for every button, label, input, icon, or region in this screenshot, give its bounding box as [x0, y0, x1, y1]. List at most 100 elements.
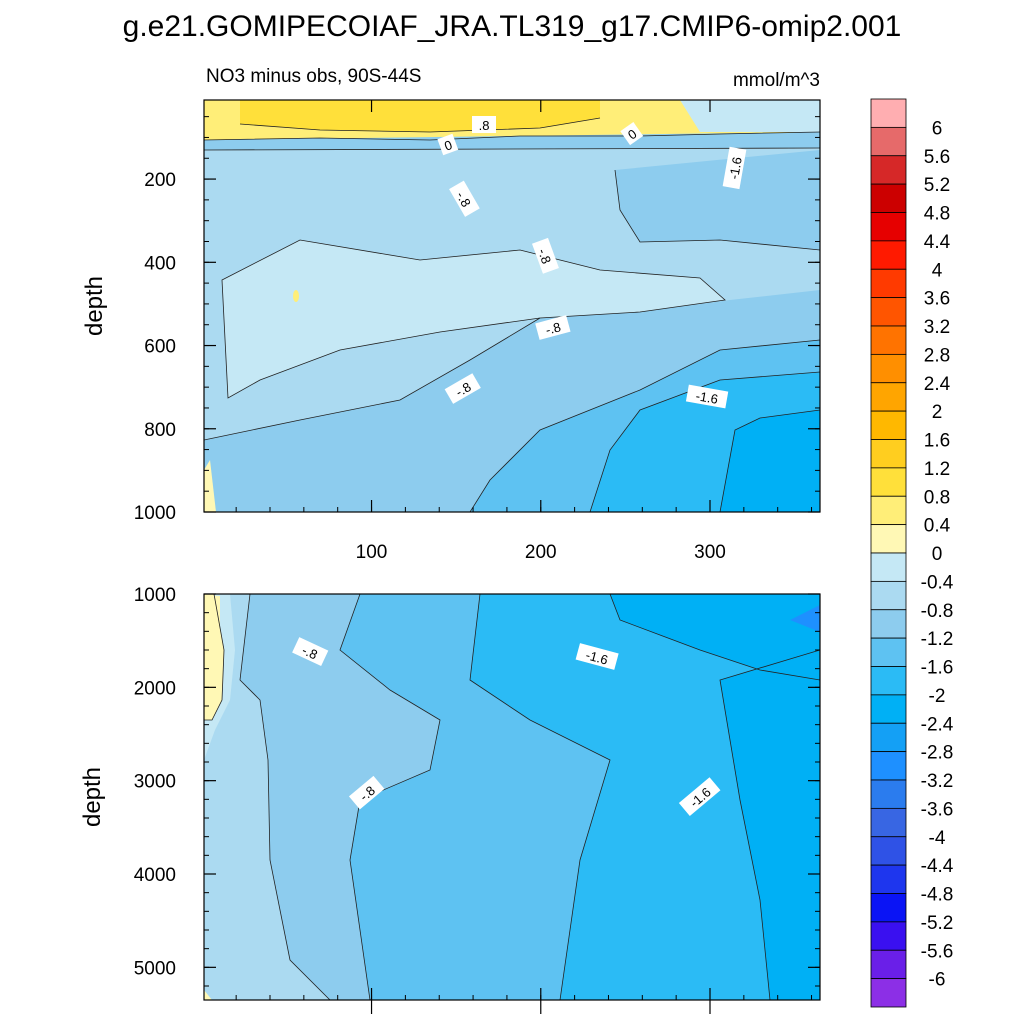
y-tick-label: 2000: [134, 678, 176, 699]
colorbar-swatch: [870, 949, 907, 980]
y-tick-label: 3000: [134, 772, 176, 793]
colorbar-swatch: [870, 268, 907, 299]
colorbar-swatch: [870, 325, 907, 355]
x-tick-label: 200: [525, 542, 557, 563]
y-tick-label: 1000: [134, 503, 176, 524]
lower-y-axis-label: depth: [79, 767, 106, 827]
svg-text:-.8: -.8: [453, 189, 474, 210]
colorbar-label: 5.2: [924, 175, 950, 196]
contour-label: -.8: [535, 315, 571, 340]
colorbar-label: 3.6: [924, 289, 950, 310]
svg-text:0: 0: [442, 137, 454, 154]
contour-label: -.8: [348, 775, 385, 810]
svg-text:-.8: -.8: [300, 642, 320, 662]
colorbar-label: 2: [932, 402, 943, 423]
colorbar-label: 0.8: [924, 487, 950, 508]
y-tick-label: 400: [144, 253, 176, 274]
svg-text:-1.6: -1.6: [695, 388, 720, 407]
colorbar-label: 4: [932, 260, 943, 281]
lower-plot-frame: [203, 593, 821, 1001]
colorbar-swatch: [870, 666, 907, 696]
colorbar-swatch: [870, 467, 907, 497]
colorbar-swatch: [870, 183, 907, 213]
lower-contour-fill: [204, 594, 820, 1000]
colorbar-label: -5.6: [921, 941, 954, 962]
colorbar-swatch: [870, 580, 907, 611]
contour-label: -1.6: [722, 146, 747, 190]
contour-label: -.8: [532, 237, 559, 274]
colorbar-swatch: [870, 155, 907, 185]
upper-y-axis-label: depth: [81, 276, 108, 336]
colorbar-label: -1.6: [921, 658, 954, 679]
colorbar-label: 6: [932, 118, 943, 139]
x-tick-label: 100: [356, 542, 388, 563]
colorbar-swatch: [870, 609, 907, 639]
y-tick-label: 1000: [134, 585, 176, 606]
colorbar-swatch: [870, 779, 907, 809]
colorbar-label: 4.8: [924, 204, 950, 225]
upper-panel: NO3 minus obs, 90S-44S mmol/m^3: [81, 66, 821, 563]
contour-label: -.8: [449, 180, 480, 217]
colorbar-swatch: [870, 921, 907, 951]
contour-label: -1.6: [575, 643, 619, 670]
svg-text:-.8: -.8: [544, 319, 563, 337]
colorbar-label: -0.4: [921, 572, 954, 593]
upper-plot-frame: [203, 99, 821, 513]
svg-text:.8: .8: [479, 118, 490, 133]
colorbar-swatch: [870, 240, 907, 270]
colorbar-swatch: [870, 382, 907, 412]
colorbar-label: 1.6: [924, 431, 950, 452]
contour-label: 0: [437, 133, 459, 156]
colorbar-label: 2.8: [924, 345, 950, 366]
y-tick-label: 4000: [134, 865, 176, 886]
contour-label: -.8: [292, 637, 329, 667]
colorbar-swatch: [870, 439, 907, 469]
colorbar-swatch: [870, 836, 907, 866]
colorbar-label: -4: [929, 828, 946, 849]
colorbar-swatch: [870, 637, 907, 667]
colorbar-label: 0: [932, 544, 943, 565]
x-tick-label: 300: [694, 542, 726, 563]
y-tick-label: 800: [144, 420, 176, 441]
colorbar-swatch: [870, 98, 907, 128]
colorbar-swatch: [870, 751, 907, 781]
colorbar-label: -2.8: [921, 743, 954, 764]
colorbar-label: -6: [929, 970, 946, 991]
contour-label: -1.6: [685, 384, 729, 409]
colorbar-swatch: [870, 495, 907, 526]
colorbar-swatch: [870, 807, 907, 838]
colorbar-label: 2.4: [924, 374, 951, 395]
colorbar-swatch: [870, 694, 907, 724]
contour-label: 0: [620, 122, 644, 146]
colorbar-swatch: [870, 297, 907, 327]
colorbar-swatch: [870, 552, 907, 582]
y-tick-label: 200: [144, 170, 176, 191]
svg-text:-.8: -.8: [535, 246, 554, 265]
colorbar-swatch: [870, 978, 907, 1008]
colorbar-swatch: [870, 722, 907, 753]
upper-contour-labels: .8 0 0 -1.6 -.8 -.8 -.8 -.8 -1.6: [437, 116, 747, 409]
colorbar-swatch: [870, 524, 907, 554]
colorbar-label: -2: [929, 686, 946, 707]
colorbar-label: -5.2: [921, 913, 954, 934]
colorbar-swatch: [870, 126, 907, 157]
colorbar-swatch: [870, 864, 907, 894]
colorbar-label: 3.2: [924, 317, 950, 338]
colorbar-label: 4.4: [924, 232, 951, 253]
colorbar-label: -4.8: [921, 885, 954, 906]
contour-label: .8: [472, 116, 496, 133]
y-tick-label: 600: [144, 337, 176, 358]
colorbar-label: 1.2: [924, 459, 950, 480]
svg-text:-1.6: -1.6: [726, 156, 745, 181]
contour-label: -.8: [444, 373, 481, 404]
colorbar-swatch: [870, 893, 907, 923]
upper-axis-ticks: 200 400 600 800 1000 100 200 300: [134, 100, 820, 563]
colorbar-label: -4.4: [921, 856, 954, 877]
colorbar-label: 0.4: [924, 516, 951, 537]
colorbar-swatch: [870, 353, 907, 384]
colorbar-label: -1.2: [921, 629, 954, 650]
upper-contour-fill: [204, 100, 820, 512]
svg-text:-.8: -.8: [453, 379, 474, 400]
colorbar-swatch: [870, 410, 907, 440]
